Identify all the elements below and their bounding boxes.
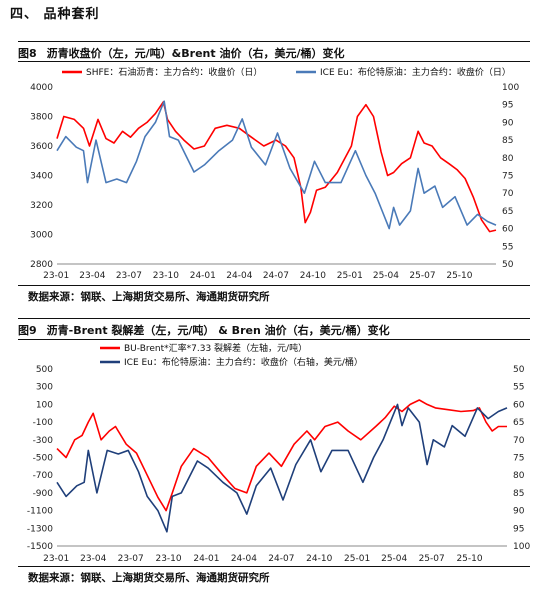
legend-label-1: BU-Brent*汇率*7.33 裂解差（左轴，元/吨） [124, 342, 307, 354]
y-left-tick-label: 100 [36, 400, 53, 410]
y-left-tick-label: -100 [33, 418, 54, 428]
x-tick-label: 23-10 [153, 271, 179, 281]
figure-8-title-rule [18, 61, 530, 62]
y-right-tick-label: 55 [502, 242, 513, 252]
y-right-tick-label: 55 [513, 383, 524, 393]
y-right-tick-label: 100 [502, 83, 519, 93]
y-right-tick-label: 90 [502, 118, 514, 128]
y-right-tick-label: 75 [502, 172, 513, 182]
section-title: 四、 品种套利 [10, 7, 100, 22]
x-tick-label: 24-04 [231, 554, 257, 564]
figure-9-number: 图9 [18, 324, 37, 337]
y-left-tick-label: -1300 [27, 524, 53, 534]
x-tick-label: 24-01 [193, 554, 219, 564]
x-tick-label: 25-04 [381, 554, 407, 564]
series-line-2 [56, 403, 508, 533]
x-tick-label: 25-07 [419, 554, 445, 564]
y-left-tick-label: -700 [33, 471, 54, 481]
y-right-tick-label: 80 [513, 471, 525, 481]
y-right-tick-label: 85 [513, 489, 524, 499]
y-right-tick-label: 70 [513, 436, 525, 446]
series-line-1 [56, 399, 507, 512]
figure-9-title-rule [18, 339, 530, 340]
figure-9-title-text: 沥青-Brent 裂解差（左，元/吨） & Bren 油价（右，美元/桶）变化 [46, 324, 390, 337]
y-left-tick-label: 3600 [30, 142, 53, 152]
y-left-tick-label: -500 [33, 454, 54, 464]
x-tick-label: 24-04 [226, 271, 252, 281]
x-tick-label: 23-04 [79, 271, 105, 281]
x-tick-label: 24-07 [263, 271, 289, 281]
figure-9-title: 图9 沥青-Brent 裂解差（左，元/吨） & Bren 油价（右，美元/桶）变… [18, 322, 390, 338]
x-tick-label: 23-07 [116, 271, 142, 281]
y-left-tick-label: 3200 [30, 201, 53, 211]
x-tick-label: 24-07 [268, 554, 294, 564]
x-tick-label: 23-10 [155, 554, 181, 564]
y-right-tick-label: 65 [502, 207, 513, 217]
y-left-tick-label: 300 [36, 383, 53, 393]
y-left-tick-label: 500 [36, 365, 53, 375]
x-tick-label: 25-01 [344, 554, 370, 564]
y-right-tick-label: 50 [502, 260, 514, 270]
x-tick-label: 24-10 [306, 554, 332, 564]
x-tick-label: 25-07 [409, 271, 435, 281]
x-tick-label: 24-10 [300, 271, 326, 281]
x-tick-label: 23-07 [118, 554, 144, 564]
y-right-tick-label: 90 [513, 507, 525, 517]
series-line-1 [56, 100, 497, 233]
y-left-tick-label: -1500 [27, 542, 53, 552]
y-right-tick-label: 60 [502, 225, 514, 235]
chart-asphalt-brent-crack-spread: -1500 -1300 -1100 -900 -700 -500 -300 -100 100 30… [27, 342, 531, 564]
y-right-tick-label: 80 [502, 154, 514, 164]
legend-label-1: SHFE：石油沥青：主力合约：收盘价（日） [86, 66, 262, 78]
y-left-tick-label: 3000 [30, 231, 53, 241]
y-right-tick-label: 85 [502, 136, 513, 146]
legend-label-2: ICE Eu：布伦特原油：主力合约：收盘价（右轴，美元/桶） [124, 356, 363, 368]
chart-asphalt-brent-price: 2800 3000 3200 3400 3600 3800 4000 50 55 60 65 70 75… [30, 66, 519, 281]
x-tick-label: 25-10 [446, 271, 472, 281]
y-right-tick-label: 60 [513, 400, 525, 410]
x-tick-label: 23-01 [43, 271, 69, 281]
series-line-2 [56, 100, 497, 230]
x-tick-label: 24-01 [190, 271, 216, 281]
y-left-tick-label: -300 [33, 436, 54, 446]
y-left-tick-label: 3400 [30, 172, 53, 182]
y-right-tick-label: 75 [513, 454, 524, 464]
x-tick-label: 25-04 [373, 271, 399, 281]
x-tick-label: 25-01 [337, 271, 363, 281]
y-left-tick-label: -1100 [27, 507, 53, 517]
y-right-tick-label: 100 [513, 542, 530, 552]
y-right-tick-label: 95 [502, 101, 513, 111]
y-left-tick-label: 3800 [30, 113, 53, 123]
figure-9-top-rule [18, 318, 530, 319]
figure-8-bottom-rule [18, 285, 530, 286]
legend-label-2: ICE Eu：布伦特原油：主力合约：收盘价（日） [320, 66, 511, 78]
y-left-tick-label: -900 [33, 489, 54, 499]
figure-8-top-rule [18, 41, 530, 42]
y-left-tick-label: 2800 [30, 260, 53, 270]
figure-8-source: 数据来源：钢联、上海期货交易所、海通期货研究所 [28, 291, 270, 303]
y-right-tick-label: 95 [513, 524, 524, 534]
y-right-tick-label: 70 [502, 189, 514, 199]
figure-8-number: 图8 [18, 47, 37, 60]
y-right-tick-label: 65 [513, 418, 524, 428]
figure-9-bottom-rule [18, 566, 530, 567]
y-left-tick-label: 4000 [30, 83, 53, 93]
y-right-tick-label: 50 [513, 365, 525, 375]
x-tick-label: 23-04 [80, 554, 106, 564]
figure-8-title: 图8 沥青收盘价（左，元/吨）&Brent 油价（右，美元/桶）变化 [18, 45, 344, 61]
x-tick-label: 25-10 [456, 554, 482, 564]
x-tick-label: 23-01 [43, 554, 69, 564]
figure-8-title-text: 沥青收盘价（左，元/吨）&Brent 油价（右，美元/桶）变化 [46, 47, 345, 60]
figure-9-source: 数据来源：钢联、上海期货交易所、海通期货研究所 [28, 572, 270, 584]
